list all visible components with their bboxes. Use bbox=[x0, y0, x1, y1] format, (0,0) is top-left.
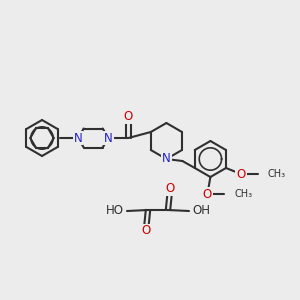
Text: N: N bbox=[162, 152, 171, 166]
Text: O: O bbox=[236, 167, 246, 181]
Text: OH: OH bbox=[192, 205, 210, 218]
Text: O: O bbox=[124, 110, 133, 124]
Text: HO: HO bbox=[106, 205, 124, 218]
Text: O: O bbox=[203, 188, 212, 200]
Text: O: O bbox=[141, 224, 151, 238]
Text: O: O bbox=[165, 182, 175, 196]
Text: N: N bbox=[74, 131, 82, 145]
Text: CH₃: CH₃ bbox=[268, 169, 286, 179]
Text: CH₃: CH₃ bbox=[234, 189, 253, 199]
Text: N: N bbox=[104, 131, 113, 145]
